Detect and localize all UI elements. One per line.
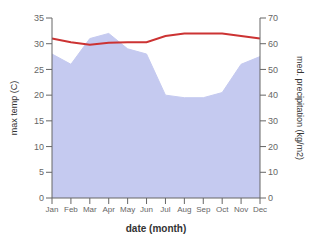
svg-text:date (month): date (month) — [126, 223, 187, 234]
svg-text:Aug: Aug — [177, 205, 191, 214]
svg-text:Jun: Jun — [140, 205, 153, 214]
svg-text:15: 15 — [34, 116, 44, 126]
svg-text:Sep: Sep — [196, 205, 211, 214]
svg-text:Jan: Jan — [46, 205, 59, 214]
svg-text:60: 60 — [268, 39, 278, 49]
svg-text:50: 50 — [268, 65, 278, 75]
svg-text:5: 5 — [39, 167, 44, 177]
svg-text:Nov: Nov — [234, 205, 248, 214]
svg-text:Feb: Feb — [64, 205, 78, 214]
svg-text:70: 70 — [268, 13, 278, 23]
svg-text:May: May — [120, 205, 135, 214]
svg-text:30: 30 — [268, 116, 278, 126]
svg-text:35: 35 — [34, 13, 44, 23]
svg-text:med. precipitation (kg/m2): med. precipitation (kg/m2) — [295, 56, 305, 160]
svg-text:10: 10 — [268, 167, 278, 177]
svg-text:Oct: Oct — [216, 205, 229, 214]
svg-text:10: 10 — [34, 142, 44, 152]
svg-text:20: 20 — [268, 142, 278, 152]
svg-text:Mar: Mar — [83, 205, 97, 214]
svg-text:20: 20 — [34, 90, 44, 100]
svg-text:Dec: Dec — [253, 205, 267, 214]
svg-text:40: 40 — [268, 90, 278, 100]
svg-text:0: 0 — [39, 193, 44, 203]
svg-text:30: 30 — [34, 39, 44, 49]
svg-text:Apr: Apr — [103, 205, 116, 214]
svg-text:25: 25 — [34, 65, 44, 75]
svg-text:0: 0 — [268, 193, 273, 203]
svg-text:Jul: Jul — [160, 205, 170, 214]
svg-text:max temp (C): max temp (C) — [9, 81, 19, 136]
